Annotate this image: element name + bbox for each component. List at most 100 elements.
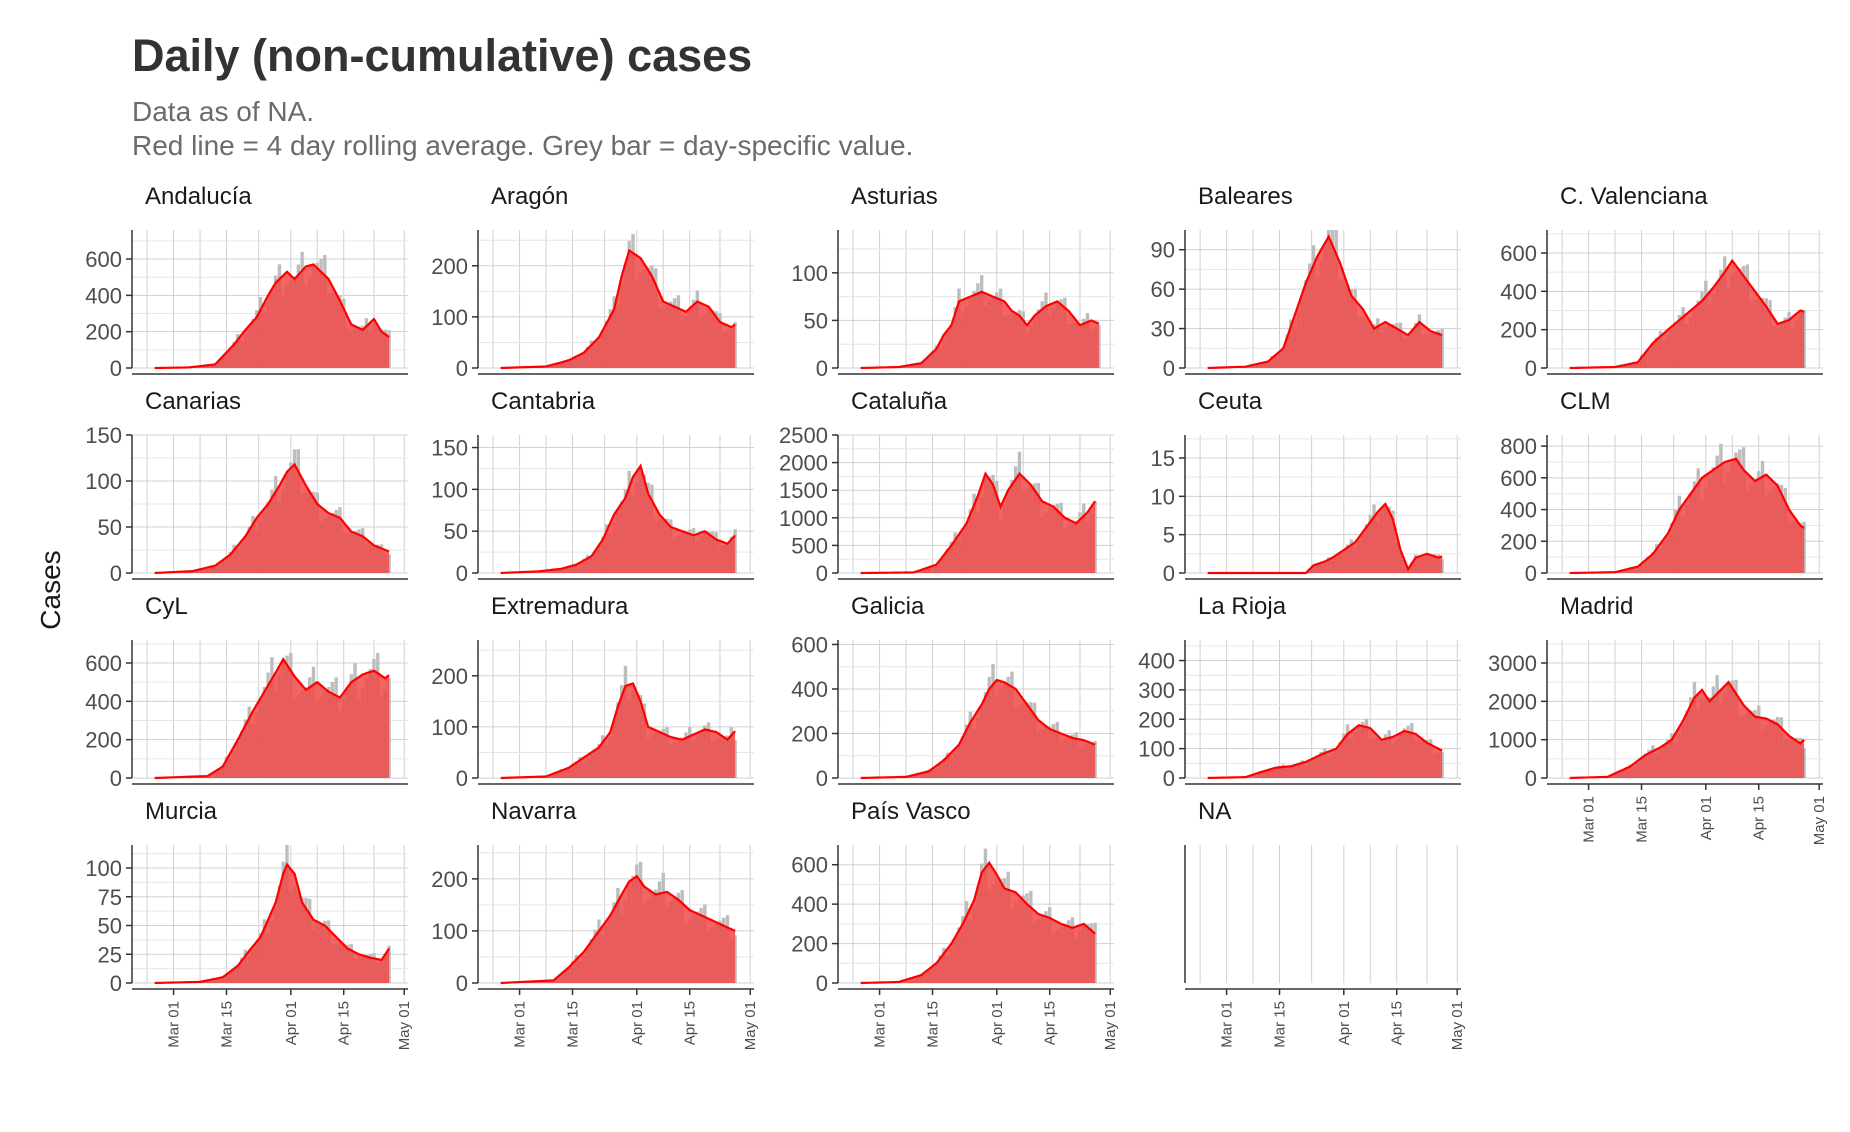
y-tick-label: 200 <box>431 254 468 279</box>
x-tick-label: Mar 01 <box>512 1001 529 1048</box>
x-tick-label: Apr 01 <box>989 1001 1006 1045</box>
panel-pais-vasco: País Vasco 0 200 400 600 Mar 01 Mar 15 Apr 01 Ap… <box>791 798 1119 1050</box>
x-tick-label: May 01 <box>1811 796 1828 845</box>
y-tick-label: 75 <box>98 885 122 910</box>
x-tick-label: Mar 15 <box>219 1001 236 1048</box>
y-tick-label: 500 <box>791 533 828 558</box>
panel-cyl: CyL 0 200 400 600 <box>85 593 408 791</box>
rolling-average-line <box>1569 680 1805 780</box>
panel-madrid: Madrid 0 1000 2000 3000 Mar 01 Mar 15 Apr 01 Apr… <box>1488 593 1828 845</box>
y-tick-label: 200 <box>1500 318 1537 343</box>
rolling-average-line <box>500 874 736 985</box>
x-tick-label: Apr 15 <box>1042 1001 1059 1045</box>
panel-baleares: Baleares 0 30 60 90 <box>1151 183 1461 381</box>
y-tick-label: 50 <box>804 308 828 333</box>
rolling-average-area <box>500 250 736 368</box>
y-tick-label: 0 <box>1525 561 1537 586</box>
rolling-average-line <box>154 862 391 985</box>
y-tick-label: 0 <box>1163 356 1175 381</box>
panel-extremadura: Extremadura 0 100 200 <box>431 593 754 791</box>
y-tick-label: 600 <box>791 632 828 657</box>
panel-andalucia: Andalucía 0 200 400 600 <box>85 183 408 381</box>
y-tick-label: 50 <box>98 914 122 939</box>
y-tick-label: 800 <box>1500 434 1537 459</box>
chart-title: Daily (non-cumulative) cases <box>132 30 753 81</box>
rolling-average-area <box>860 473 1096 573</box>
y-tick-label: 400 <box>85 689 122 714</box>
rolling-average-line <box>500 248 736 370</box>
y-tick-label: 1000 <box>1488 728 1537 753</box>
y-tick-label: 0 <box>456 766 468 791</box>
rolling-average-area <box>860 291 1099 368</box>
rolling-average-area <box>500 876 736 983</box>
y-tick-label: 2000 <box>779 451 828 476</box>
chart-subtitle-legend-note: Red line = 4 day rolling average. Grey b… <box>132 130 914 161</box>
y-tick-label: 0 <box>1525 356 1537 381</box>
x-tick-label: Mar 01 <box>872 1001 889 1048</box>
x-tick-label: Mar 01 <box>166 1001 183 1048</box>
panel-title: NA <box>1198 798 1231 825</box>
y-tick-label: 0 <box>456 356 468 381</box>
rolling-average-line <box>1207 234 1443 370</box>
y-tick-label: 100 <box>85 856 122 881</box>
y-tick-label: 25 <box>98 942 122 967</box>
panel-title: Canarias <box>145 388 241 415</box>
y-tick-label: 60 <box>1151 277 1175 302</box>
y-tick-label: 0 <box>816 971 828 996</box>
panel-title: C. Valenciana <box>1560 183 1708 210</box>
y-tick-label: 10 <box>1151 484 1175 509</box>
panel-title: Navarra <box>491 798 577 825</box>
rolling-average-line <box>1207 502 1443 575</box>
y-tick-label: 100 <box>431 919 468 944</box>
y-tick-label: 200 <box>791 932 828 957</box>
panel-ceuta: Ceuta 0 5 10 15 <box>1151 388 1461 586</box>
panel-title: Asturias <box>851 183 938 210</box>
y-tick-label: 200 <box>85 728 122 753</box>
x-tick-label: Apr 01 <box>629 1001 646 1045</box>
y-tick-label: 5 <box>1163 523 1175 548</box>
x-tick-label: Apr 01 <box>283 1001 300 1045</box>
y-tick-label: 0 <box>1163 766 1175 791</box>
panel-canarias: Canarias 0 50 100 150 <box>85 388 408 586</box>
y-tick-label: 400 <box>1500 279 1537 304</box>
x-tick-label: May 01 <box>742 1001 759 1050</box>
rolling-average-area <box>1207 236 1443 368</box>
y-tick-label: 0 <box>816 561 828 586</box>
y-tick-label: 0 <box>816 356 828 381</box>
y-tick-label: 0 <box>1163 561 1175 586</box>
rolling-average-line <box>860 471 1097 575</box>
y-tick-label: 100 <box>85 469 122 494</box>
panel-c-valenciana: C. Valenciana 0 200 400 600 <box>1500 183 1823 381</box>
y-tick-label: 150 <box>431 436 468 461</box>
y-tick-label: 0 <box>110 766 122 791</box>
panel-murcia: Murcia 0 25 50 75 100 Mar 01 Mar 15 Apr 01 Apr 15… <box>85 798 413 1050</box>
panel-title: Ceuta <box>1198 388 1263 415</box>
y-tick-label: 0 <box>110 561 122 586</box>
rolling-average-line <box>1207 723 1443 780</box>
rolling-average-area <box>500 465 736 573</box>
rolling-average-line <box>154 462 390 575</box>
y-tick-label: 1000 <box>779 506 828 531</box>
panel-title: Cantabria <box>491 388 596 415</box>
panel-title: Galicia <box>851 593 925 620</box>
x-tick-label: Apr 15 <box>1751 796 1768 840</box>
panel-title: Extremadura <box>491 593 629 620</box>
panel-title: Andalucía <box>145 183 252 210</box>
panel-title: Aragón <box>491 183 568 210</box>
x-tick-label: May 01 <box>1449 1001 1466 1050</box>
y-tick-label: 100 <box>431 305 468 330</box>
y-tick-label: 200 <box>1500 529 1537 554</box>
x-tick-label: Mar 15 <box>565 1001 582 1048</box>
y-tick-label: 400 <box>1500 498 1537 523</box>
panel-title: Cataluña <box>851 388 948 415</box>
panel-title: Baleares <box>1198 183 1293 210</box>
y-tick-label: 100 <box>431 715 468 740</box>
y-tick-label: 200 <box>85 320 122 345</box>
panel-clm: CLM 0 200 400 600 800 <box>1500 388 1823 586</box>
y-tick-label: 1500 <box>779 478 828 503</box>
x-tick-label: Apr 15 <box>336 1001 353 1045</box>
panel-title: CyL <box>145 593 188 620</box>
y-tick-label: 2500 <box>779 423 828 448</box>
